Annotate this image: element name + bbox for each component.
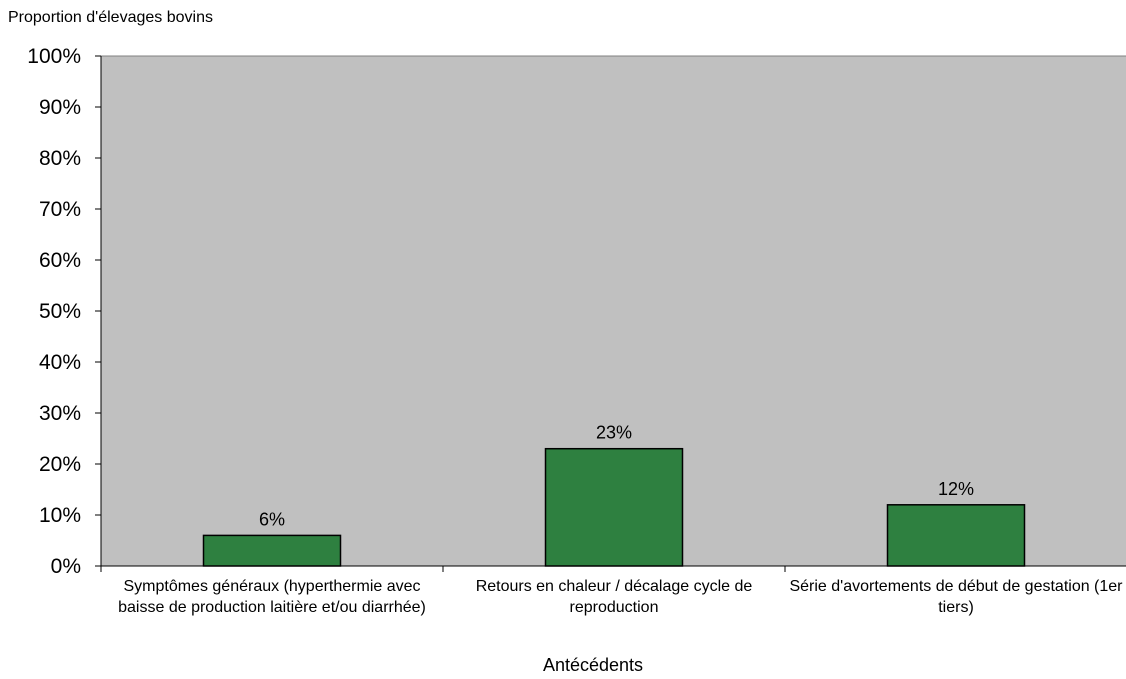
bar-2 [886, 504, 1026, 567]
y-tick-label-3: 30% [39, 402, 81, 425]
value-label-2: 12% [938, 479, 974, 499]
y-axis: 0% 10% 20% 30% 40% 50% 60% 70% 80% 90% 100% [27, 45, 102, 578]
y-tick-label-10: 100% [27, 45, 81, 68]
x-axis-label: Antécédents [542, 655, 644, 675]
y-tick-label-2: 20% [39, 453, 81, 476]
y-tick-label-5: 50% [39, 300, 81, 323]
y-axis-label: Proportion d'élevages bovins [8, 9, 213, 26]
y-tick-label-0: 0% [51, 555, 81, 578]
bar-1 [544, 447, 684, 567]
x-axis [100, 565, 1126, 572]
value-labels-group: 6% 23% 12% [259, 423, 974, 530]
y-tick-label-6: 60% [39, 249, 81, 272]
y-tick-label-1: 10% [39, 504, 81, 527]
category-label-retours: Retours en chaleur / décalage cycle de r… [475, 578, 753, 616]
y-tick-label-7: 70% [39, 198, 81, 221]
bar-0 [202, 534, 342, 567]
y-tick-label-8: 80% [39, 147, 81, 170]
value-label-1: 23% [596, 423, 632, 443]
y-tick-label-4: 40% [39, 351, 81, 374]
value-label-0: 6% [259, 509, 285, 529]
category-label-avortements: Série d'avortements de début de gestatio… [789, 578, 1123, 616]
y-tick-label-9: 90% [39, 96, 81, 119]
category-label-symptomes: Symptômes généraux (hyperthermie avec ba… [118, 578, 426, 616]
